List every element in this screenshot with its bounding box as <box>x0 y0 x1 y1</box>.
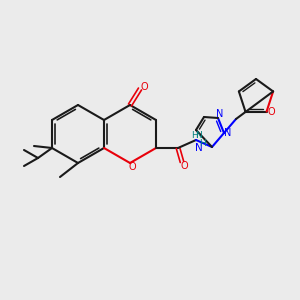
Text: O: O <box>128 162 136 172</box>
Text: O: O <box>180 161 188 171</box>
Text: N: N <box>224 128 232 138</box>
Text: N: N <box>216 109 224 119</box>
Text: N: N <box>196 130 202 140</box>
Text: H: H <box>190 130 197 140</box>
Text: O: O <box>268 106 275 117</box>
Text: O: O <box>140 82 148 92</box>
Text: H: H <box>200 139 206 148</box>
Text: N: N <box>195 143 203 153</box>
